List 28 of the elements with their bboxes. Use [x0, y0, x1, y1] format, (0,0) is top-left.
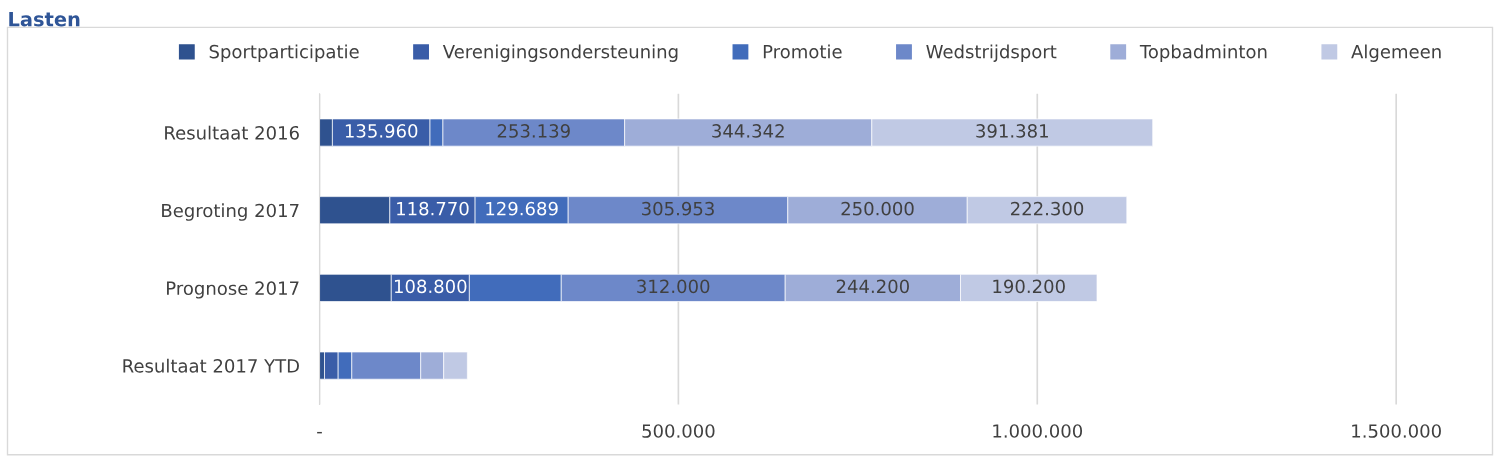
- data-label: 118.770: [397, 201, 469, 216]
- data-label: 312.000: [637, 279, 710, 294]
- data-label: 190.200: [993, 279, 1065, 294]
- data-label: 391.381: [976, 124, 1048, 138]
- legend-label: Wedstrijdsport: [926, 44, 1057, 62]
- data-label: 253.139: [497, 124, 570, 138]
- legend-label: Sportparticipatie: [209, 44, 359, 62]
- x-tick-label: 500.000: [642, 424, 715, 438]
- x-tick-label: -: [317, 431, 322, 434]
- y-tick-label: Prognose 2017: [167, 281, 299, 299]
- data-label: 250.000: [841, 201, 914, 216]
- y-tick-label: Begroting 2017: [162, 203, 299, 221]
- y-tick-label: Resultaat 2016: [165, 125, 299, 140]
- legend-label: Verenigingsondersteuning: [442, 44, 678, 62]
- text: Lasten: [9, 12, 80, 27]
- data-label: 135.960: [345, 124, 418, 138]
- data-label: 344.342: [712, 124, 784, 138]
- legend-label: Topbadminton: [1139, 44, 1267, 62]
- data-label: 305.953: [642, 201, 714, 216]
- legend-label: Algemeen: [1351, 44, 1441, 62]
- legend-label: Promotie: [763, 44, 842, 59]
- data-label: 222.300: [1011, 201, 1084, 216]
- data-label: 244.200: [836, 279, 909, 294]
- x-tick-label: 1.500.000: [1352, 424, 1441, 438]
- x-tick-label: 1.000.000: [993, 424, 1083, 438]
- data-label: 129.689: [486, 201, 558, 216]
- data-label: 108.800: [394, 279, 467, 294]
- y-tick-label: Resultaat 2017 YTD: [123, 358, 299, 373]
